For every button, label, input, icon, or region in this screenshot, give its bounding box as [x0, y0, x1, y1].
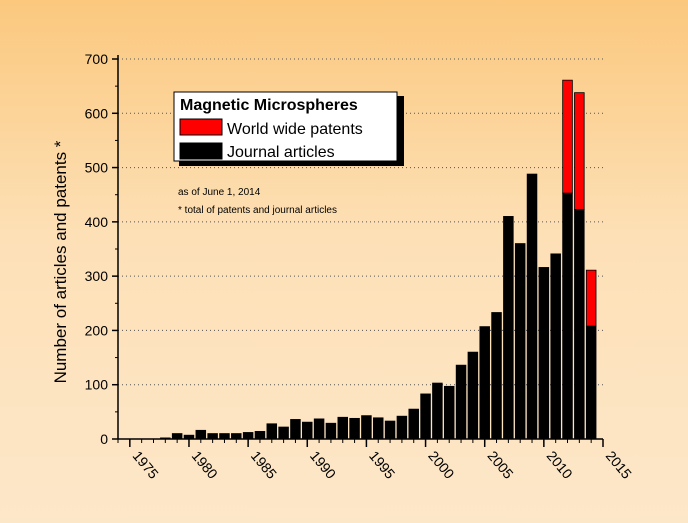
bar-journal-articles [349, 417, 360, 440]
y-tick-label: 200 [85, 322, 109, 338]
bars [160, 79, 597, 440]
bar-journal-articles [432, 382, 443, 440]
x-tick-label: 1985 [248, 448, 280, 482]
x-tick-label: 1995 [366, 448, 398, 482]
y-tick-label: 0 [100, 431, 108, 447]
bar-journal-articles [361, 415, 372, 440]
legend-swatch-journals [179, 142, 223, 160]
bar-journal-articles [195, 429, 207, 440]
y-axis-label: Number of articles and patents * [51, 140, 70, 383]
bar-journal-articles [207, 433, 218, 440]
x-tick-label: 2005 [484, 448, 516, 482]
y-tick-label: 700 [85, 51, 109, 67]
bar-patents [562, 79, 573, 194]
bar-journal-articles [420, 393, 431, 440]
bar-journal-articles [550, 253, 561, 440]
bar-journal-articles [574, 208, 585, 440]
bar-journal-articles [290, 419, 301, 440]
bar-patents [585, 269, 597, 327]
bar-journal-articles [585, 325, 597, 440]
legend-label-journals: Journal articles [227, 144, 335, 161]
legend: Magnetic Microspheres World wide patents… [173, 91, 404, 166]
bar-journal-articles [266, 423, 278, 440]
y-tick-label: 100 [85, 377, 109, 393]
bar-journal-articles [562, 192, 573, 440]
bar-journal-articles [278, 426, 289, 440]
y-tick-label: 400 [85, 214, 109, 230]
bar-journal-articles [503, 216, 514, 440]
legend-title: Magnetic Microspheres [180, 97, 358, 114]
bar-journal-articles [455, 364, 467, 440]
bar-journal-articles [443, 385, 455, 440]
bar-journal-articles [526, 173, 538, 440]
bar-journal-articles [242, 432, 254, 440]
bar-journal-articles [408, 408, 419, 440]
legend-swatch-patents [179, 118, 223, 136]
y-tick-label: 500 [85, 160, 109, 176]
bar-journal-articles [467, 351, 479, 440]
y-tick-label: 600 [85, 105, 109, 121]
annotation-date: as of June 1, 2014 [178, 187, 261, 198]
x-tick-label: 2010 [544, 448, 576, 482]
x-tick-label: 1975 [130, 448, 162, 482]
bar-journal-articles [396, 415, 408, 440]
x-tick-label: 2000 [425, 448, 457, 482]
bar-journal-articles [337, 416, 349, 440]
bar-journal-articles [231, 433, 242, 440]
bar-journal-articles [538, 267, 550, 440]
bar-journal-articles [302, 421, 313, 440]
bar-journal-articles [219, 433, 230, 440]
bar-journal-articles [171, 433, 183, 440]
x-tick-label: 1990 [307, 448, 339, 482]
bar-journal-articles [372, 417, 384, 440]
bar-journal-articles [384, 420, 396, 440]
bar-journal-articles [313, 418, 325, 440]
x-tick-label: 1980 [189, 448, 221, 482]
bar-journal-articles [325, 422, 337, 440]
x-tick-label: 2015 [603, 448, 635, 482]
bar-patents [574, 92, 585, 210]
bar-journal-articles [479, 326, 490, 440]
legend-label-patents: World wide patents [227, 121, 363, 138]
bar-journal-articles [514, 243, 526, 440]
bar-journal-articles [491, 312, 502, 440]
annotation-footnote: * total of patents and journal articles [178, 205, 337, 216]
bar-journal-articles [254, 430, 266, 440]
y-tick-label: 300 [85, 268, 109, 284]
